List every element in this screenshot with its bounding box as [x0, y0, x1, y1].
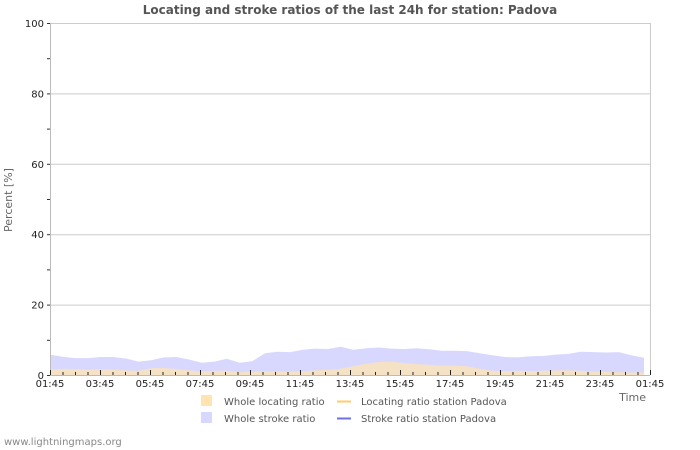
y-tick-label: 100	[25, 19, 44, 30]
y-tick-label: 60	[31, 160, 44, 171]
axes	[50, 23, 651, 376]
x-tick-label: 13:45	[336, 379, 365, 390]
area-series	[50, 346, 644, 375]
legend-swatch-box	[201, 395, 212, 406]
y-axis-label: Percent [%]	[2, 168, 15, 232]
y-tick-label: 40	[31, 230, 44, 241]
x-tick-label: 23:45	[586, 379, 615, 390]
x-tick-label: 15:45	[386, 379, 415, 390]
legend-item: Stroke ratio station Padova	[337, 414, 496, 425]
legend-item: Locating ratio station Padova	[337, 397, 507, 408]
x-tick-label: 19:45	[486, 379, 515, 390]
x-tick-label: 21:45	[536, 379, 565, 390]
legend-swatch-box	[201, 412, 212, 423]
whole-locating-ratio-area	[50, 361, 644, 375]
x-axis-label: Time	[618, 391, 646, 404]
y-tick-label: 0	[38, 371, 44, 382]
x-tick-label: 09:45	[236, 379, 265, 390]
legend-item: Whole stroke ratio	[201, 412, 315, 425]
source-footer: www.lightningmaps.org	[4, 437, 122, 448]
y-tick-label: 80	[31, 89, 44, 100]
x-tick-label: 05:45	[136, 379, 165, 390]
x-tick-label: 01:45	[636, 379, 665, 390]
legend-label: Locating ratio station Padova	[361, 397, 507, 408]
y-tick-label: 20	[31, 301, 44, 312]
x-axis-ticks: 01:45 03:45 05:45 07:45 09:45 11:45 13:45 15:45…	[36, 370, 665, 390]
x-tick-label: 17:45	[436, 379, 465, 390]
y-axis-ticks: 0 20 40 60 80 100	[25, 19, 50, 382]
legend-label: Whole stroke ratio	[224, 414, 315, 425]
legend: Whole locating ratio Locating ratio stati…	[201, 395, 507, 425]
whole-stroke-ratio-area	[50, 346, 644, 375]
x-tick-label: 07:45	[186, 379, 215, 390]
chart-title: Locating and stroke ratios of the last 2…	[143, 3, 558, 17]
legend-label: Whole locating ratio	[224, 397, 325, 408]
grid-lines	[50, 23, 650, 306]
legend-item: Whole locating ratio	[201, 395, 325, 408]
x-tick-label: 01:45	[36, 379, 65, 390]
x-tick-label: 03:45	[86, 379, 115, 390]
legend-label: Stroke ratio station Padova	[361, 414, 496, 425]
x-tick-label: 11:45	[286, 379, 315, 390]
